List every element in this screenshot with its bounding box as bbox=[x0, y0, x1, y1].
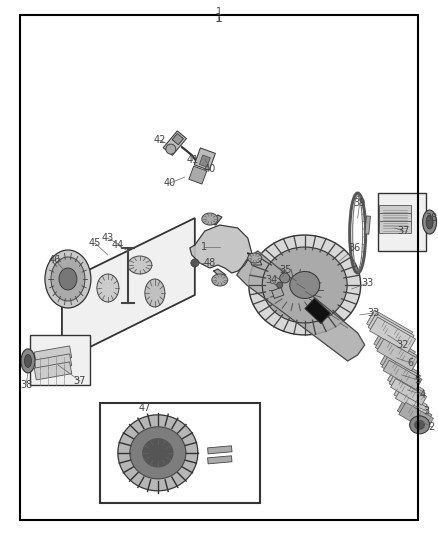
Ellipse shape bbox=[248, 253, 262, 263]
Polygon shape bbox=[172, 133, 184, 145]
Text: 48: 48 bbox=[204, 258, 216, 268]
Ellipse shape bbox=[21, 349, 35, 373]
Ellipse shape bbox=[280, 273, 290, 283]
Polygon shape bbox=[62, 218, 195, 361]
Text: 44: 44 bbox=[112, 240, 124, 250]
Text: 37: 37 bbox=[74, 376, 86, 386]
Text: 37: 37 bbox=[397, 226, 410, 236]
Polygon shape bbox=[391, 378, 427, 405]
Polygon shape bbox=[208, 456, 232, 464]
Text: 35: 35 bbox=[279, 265, 292, 275]
Text: 38: 38 bbox=[425, 213, 438, 223]
Ellipse shape bbox=[423, 210, 437, 234]
Polygon shape bbox=[34, 346, 72, 364]
Ellipse shape bbox=[45, 250, 91, 308]
Ellipse shape bbox=[166, 144, 176, 154]
Polygon shape bbox=[375, 335, 417, 367]
Polygon shape bbox=[305, 298, 331, 324]
Polygon shape bbox=[199, 155, 210, 167]
Text: 39: 39 bbox=[353, 198, 366, 208]
Ellipse shape bbox=[290, 271, 320, 298]
Ellipse shape bbox=[212, 274, 228, 286]
Text: 41: 41 bbox=[187, 155, 199, 165]
Ellipse shape bbox=[202, 213, 218, 225]
Ellipse shape bbox=[249, 235, 360, 335]
Polygon shape bbox=[388, 372, 424, 398]
Polygon shape bbox=[374, 332, 415, 364]
Ellipse shape bbox=[145, 279, 165, 307]
Polygon shape bbox=[34, 354, 72, 372]
Text: 4: 4 bbox=[420, 390, 426, 400]
Polygon shape bbox=[377, 339, 418, 371]
Text: 40: 40 bbox=[204, 164, 216, 174]
Polygon shape bbox=[143, 439, 173, 467]
Text: 6: 6 bbox=[407, 358, 413, 368]
Text: 38: 38 bbox=[20, 380, 32, 390]
Polygon shape bbox=[210, 215, 222, 225]
Polygon shape bbox=[214, 269, 226, 277]
Text: 43: 43 bbox=[102, 233, 114, 243]
Text: 34: 34 bbox=[265, 275, 278, 285]
Text: 46: 46 bbox=[49, 255, 61, 265]
Polygon shape bbox=[396, 391, 429, 415]
Polygon shape bbox=[237, 251, 365, 361]
Text: 1: 1 bbox=[201, 242, 207, 252]
Bar bbox=[100, 403, 260, 503]
Text: 2: 2 bbox=[428, 422, 435, 432]
Text: 33: 33 bbox=[361, 278, 374, 288]
Polygon shape bbox=[365, 216, 371, 234]
Polygon shape bbox=[383, 360, 422, 390]
Text: 47: 47 bbox=[139, 403, 151, 413]
Circle shape bbox=[191, 259, 199, 267]
Text: 40: 40 bbox=[164, 178, 176, 188]
Text: 32: 32 bbox=[396, 340, 409, 350]
Bar bbox=[30, 335, 90, 385]
Ellipse shape bbox=[51, 257, 85, 301]
Polygon shape bbox=[389, 375, 425, 402]
Polygon shape bbox=[190, 225, 252, 273]
Polygon shape bbox=[189, 166, 207, 184]
Polygon shape bbox=[370, 317, 416, 353]
Polygon shape bbox=[194, 148, 215, 170]
Text: 36: 36 bbox=[349, 243, 361, 253]
Polygon shape bbox=[367, 310, 413, 346]
Text: 42: 42 bbox=[154, 135, 166, 145]
Ellipse shape bbox=[426, 215, 433, 229]
Ellipse shape bbox=[415, 421, 424, 430]
Polygon shape bbox=[399, 402, 434, 431]
Ellipse shape bbox=[128, 256, 152, 274]
Polygon shape bbox=[378, 213, 410, 225]
Ellipse shape bbox=[410, 416, 430, 434]
Text: 3: 3 bbox=[424, 406, 430, 416]
Polygon shape bbox=[118, 415, 198, 491]
Polygon shape bbox=[368, 313, 414, 349]
Text: 5: 5 bbox=[414, 375, 421, 385]
Polygon shape bbox=[248, 253, 262, 265]
Text: 45: 45 bbox=[89, 238, 101, 248]
Polygon shape bbox=[34, 362, 72, 380]
Polygon shape bbox=[208, 446, 232, 454]
Text: 1: 1 bbox=[216, 7, 222, 17]
Text: 1: 1 bbox=[215, 12, 223, 25]
Polygon shape bbox=[378, 221, 410, 233]
Polygon shape bbox=[381, 357, 420, 386]
Ellipse shape bbox=[262, 247, 347, 323]
Polygon shape bbox=[272, 287, 284, 298]
Polygon shape bbox=[378, 205, 410, 217]
Polygon shape bbox=[380, 353, 419, 383]
Polygon shape bbox=[394, 388, 427, 412]
Ellipse shape bbox=[25, 354, 32, 367]
Polygon shape bbox=[397, 399, 432, 427]
Bar bbox=[378, 193, 426, 251]
Text: 33: 33 bbox=[367, 308, 380, 318]
Ellipse shape bbox=[97, 274, 119, 302]
Ellipse shape bbox=[277, 282, 283, 288]
Ellipse shape bbox=[59, 268, 77, 290]
Polygon shape bbox=[130, 427, 186, 479]
Polygon shape bbox=[163, 131, 187, 156]
